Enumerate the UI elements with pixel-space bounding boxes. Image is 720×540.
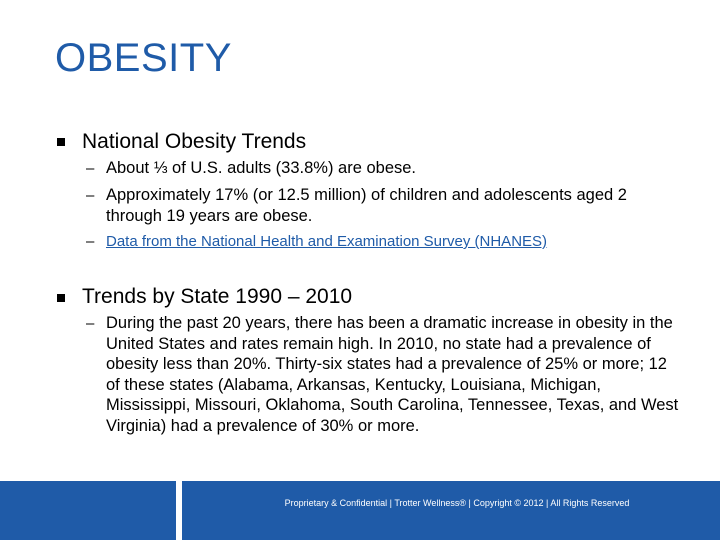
- bullet-square: [57, 294, 65, 302]
- dash-marker: –: [86, 160, 95, 177]
- footer-left-panel: [0, 481, 176, 540]
- bullet-square: [57, 138, 65, 146]
- sub-bullet-adults-obese: About ⅓ of U.S. adults (33.8%) are obese…: [106, 159, 417, 177]
- dash-marker: –: [86, 233, 95, 250]
- slide-title: OBESITY: [55, 36, 232, 80]
- sub-bullet-children-obese: Approximately 17% (or 12.5 million) of c…: [106, 186, 627, 225]
- footer-copyright: Proprietary & Confidential | Trotter Wel…: [284, 498, 630, 508]
- bullet-trends-by-state: Trends by State 1990 – 2010: [82, 285, 353, 308]
- dash-marker: –: [86, 315, 95, 332]
- bullet-national-obesity-trends: National Obesity Trends: [82, 130, 307, 153]
- dash-marker: –: [86, 187, 95, 204]
- sub-bullet-state-trends: During the past 20 years, there has been…: [106, 314, 679, 435]
- nhanes-data-link[interactable]: Data from the National Health and Examin…: [106, 233, 548, 250]
- footer-bar: [182, 481, 720, 540]
